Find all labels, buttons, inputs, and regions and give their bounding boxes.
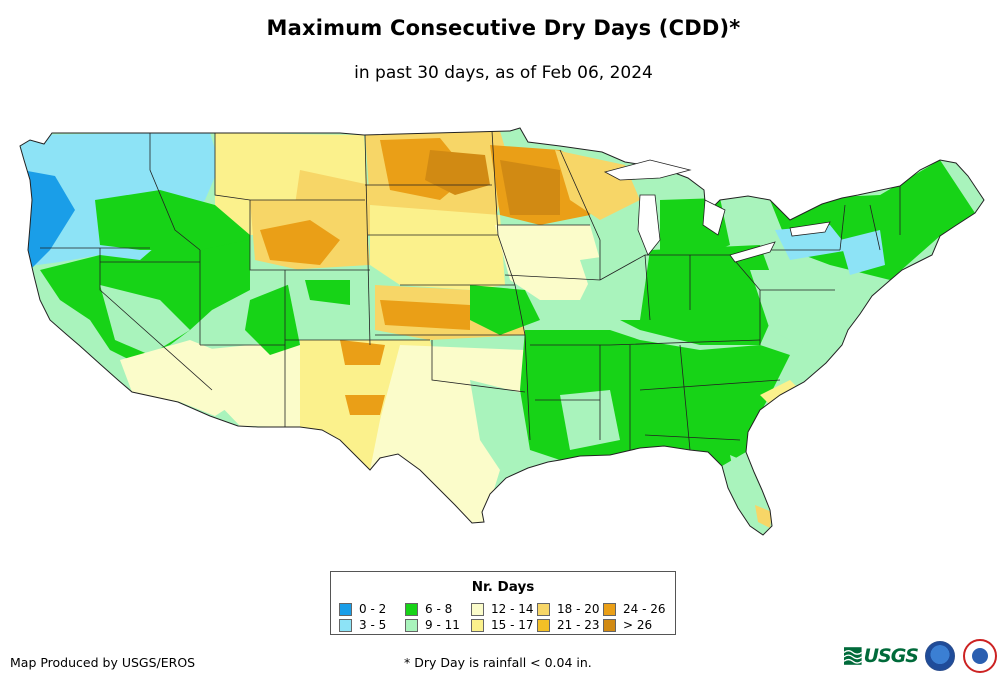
produced-by-credit: Map Produced by USGS/EROS: [10, 655, 196, 670]
boundary-al-ga: [679, 344, 691, 451]
legend-item: 24 - 26: [603, 601, 673, 617]
region-arizona-12-14: [200, 340, 300, 427]
region-southeast-6-8: [520, 330, 790, 466]
legend-swatch: [339, 618, 352, 632]
boundary-tn-ga: [639, 379, 781, 391]
region-midatlantic-9-11: [750, 270, 850, 345]
boundary-plains-west: [364, 134, 371, 346]
map-title: Maximum Consecutive Dry Days (CDD)*: [266, 16, 741, 40]
usgs-logo: USGS: [844, 642, 919, 670]
usgs-wordmark: USGS: [863, 645, 919, 667]
region-oregon-idaho-6-8: [95, 190, 250, 250]
region-wyoming-24-26: [260, 220, 340, 265]
boundary-ia-mo: [504, 274, 601, 281]
region-west-6-8: [40, 215, 250, 360]
usgs-wave-icon: [844, 647, 862, 665]
boundary-vt-nh: [869, 204, 881, 251]
legend-item: > 26: [603, 617, 673, 633]
region-nevada-9-11: [100, 285, 190, 355]
boundary-tx-ok: [431, 340, 526, 393]
region-nm-north-24-26: [340, 340, 385, 365]
legend-swatch: [603, 602, 616, 616]
region-kansas-24-26: [380, 300, 470, 330]
legend-item: 18 - 20: [537, 601, 603, 617]
legend-grid: 0 - 2 6 - 8 12 - 14 18 - 20 24 - 26 3 - …: [339, 601, 673, 633]
legend-swatch: [405, 602, 418, 616]
boundary-fl: [644, 434, 741, 441]
legend-label: > 26: [623, 618, 653, 632]
region-colorado-9-11: [285, 265, 375, 345]
legend-label: 3 - 5: [359, 618, 387, 632]
legend-item: 6 - 8: [405, 601, 471, 617]
region-florida-tip-18-20: [755, 505, 772, 528]
boundary-ny-vt: [839, 204, 846, 251]
legend-label: 12 - 14: [491, 602, 534, 616]
legend-swatch: [471, 602, 484, 616]
boundary-id-mt: [214, 133, 251, 201]
region-wisconsin-18-20: [555, 150, 640, 220]
legend-label: 15 - 17: [491, 618, 534, 632]
boundary-wy-ut: [249, 200, 285, 271]
region-utah-6-8: [245, 280, 300, 355]
region-texas-east-9-11: [470, 380, 535, 470]
lake-michigan: [637, 194, 661, 256]
region-nd-gt26: [425, 150, 490, 195]
legend-item: 15 - 17: [471, 617, 537, 633]
legend-box: Nr. Days 0 - 2 6 - 8 12 - 14 18 - 20 24 …: [330, 571, 676, 635]
legend-swatch: [339, 602, 352, 616]
region-louisiana-9-11: [560, 390, 620, 450]
legend-swatch: [537, 602, 550, 616]
boundary-ar-tn-nc: [530, 339, 761, 346]
legend-swatch: [471, 618, 484, 632]
region-minnesota-gt26: [500, 160, 560, 215]
legend-swatch: [603, 618, 616, 632]
lake-superior: [603, 159, 692, 181]
legend-label: 0 - 2: [359, 602, 387, 616]
state-boundaries: [40, 130, 901, 451]
legend-item: 21 - 23: [537, 617, 603, 633]
nws-logo: [963, 639, 997, 673]
boundary-wi-il: [559, 149, 601, 280]
lake-huron: [702, 199, 726, 236]
legend-swatch: [537, 618, 550, 632]
legend-label: 9 - 11: [425, 618, 460, 632]
lake-ontario: [789, 221, 831, 237]
region-nebraska-15-17: [370, 205, 505, 290]
region-colorado-6-8: [305, 280, 350, 305]
legend-item: 3 - 5: [339, 617, 405, 633]
noaa-logo: [925, 641, 955, 671]
legend-label: 6 - 8: [425, 602, 453, 616]
region-iowa-12-14: [495, 225, 600, 300]
great-lakes: [603, 159, 831, 263]
region-nm-south-24-26: [345, 395, 385, 415]
legend-label: 24 - 26: [623, 602, 666, 616]
legend-item: 12 - 14: [471, 601, 537, 617]
lake-erie: [729, 241, 776, 263]
legend-item: 9 - 11: [405, 617, 471, 633]
legend-title: Nr. Days: [471, 579, 535, 595]
legend-item: 0 - 2: [339, 601, 405, 617]
legend-label: 21 - 23: [557, 618, 600, 632]
dry-day-footnote: * Dry Day is rainfall < 0.04 in.: [404, 655, 592, 670]
region-illinois-9-11: [580, 250, 650, 320]
region-ohio-valley-6-8: [610, 245, 780, 345]
boundary-id-west: [149, 133, 201, 251]
region-coast-0-2: [20, 170, 75, 270]
legend-swatch: [405, 618, 418, 632]
boundary-mn-ia-mo: [491, 130, 531, 441]
region-ne-coast-3-5: [840, 230, 885, 275]
map-subtitle: in past 30 days, as of Feb 06, 2024: [354, 63, 653, 83]
legend-label: 18 - 20: [557, 602, 600, 616]
